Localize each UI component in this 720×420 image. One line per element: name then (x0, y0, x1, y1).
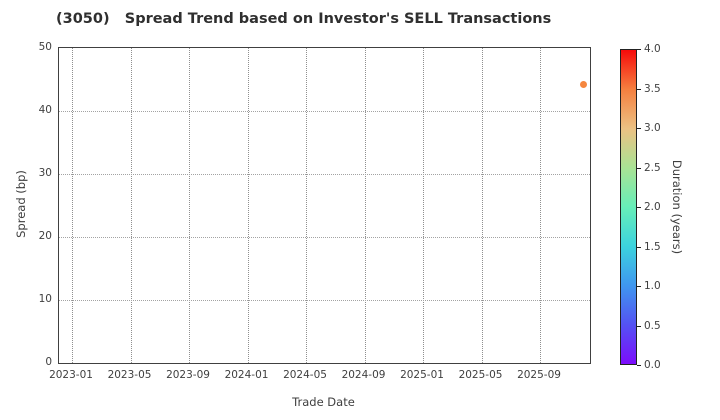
vertical-gridline (130, 48, 132, 363)
x-tick-label: 2023-05 (107, 369, 152, 381)
colorbar-tick-mark (637, 167, 641, 169)
x-tick-label: 2023-09 (166, 369, 210, 381)
x-tick-label: 2025-05 (458, 369, 503, 381)
y-tick-label: 0 (45, 356, 52, 368)
y-tick-label: 10 (38, 293, 52, 305)
colorbar-tick-mark (637, 207, 641, 208)
colorbar-label: Duration (years) (670, 159, 684, 255)
colorbar-tick-label: 1.5 (644, 240, 661, 253)
horizontal-gridline (59, 174, 590, 175)
colorbar-tick-label: 0.0 (644, 359, 661, 371)
vertical-gridline (247, 48, 249, 363)
colorbar-tick-mark (637, 365, 641, 366)
x-tick-label: 2024-09 (341, 369, 386, 381)
x-tick-label: 2025-09 (517, 369, 561, 381)
colorbar-tick-label: 0.5 (644, 319, 661, 332)
scatter-point (580, 81, 588, 89)
chart-title: (3050) Spread Trend based on Investor's … (56, 11, 552, 27)
x-tick-label: 2025-01 (400, 369, 444, 381)
y-tick-label: 20 (38, 230, 52, 242)
colorbar-tick-mark (637, 286, 641, 287)
colorbar-tick-label: 2.5 (644, 161, 661, 174)
colorbar-tick-label: 3.0 (644, 122, 661, 134)
y-tick-label: 30 (38, 167, 52, 179)
horizontal-gridline (59, 300, 590, 301)
colorbar-tick-mark (637, 128, 641, 129)
vertical-gridline (364, 48, 366, 363)
colorbar-tick-mark (637, 325, 641, 327)
colorbar-tick-label: 1.0 (644, 280, 661, 292)
x-tick-label: 2024-05 (283, 369, 327, 381)
colorbar-tick-label: 4.0 (644, 43, 661, 55)
vertical-gridline (423, 48, 424, 363)
colorbar-tick-mark (637, 246, 641, 248)
colorbar (620, 49, 637, 365)
vertical-gridline (72, 48, 73, 363)
vertical-gridline (306, 48, 307, 363)
x-tick-label: 2024-01 (224, 369, 269, 381)
colorbar-tick-label: 3.5 (644, 82, 661, 95)
x-axis-label: Trade Date (292, 395, 355, 409)
colorbar-tick-mark (637, 88, 641, 90)
vertical-gridline (481, 48, 483, 363)
vertical-gridline (540, 48, 541, 363)
colorbar-tick-mark (637, 49, 641, 50)
horizontal-gridline (59, 111, 590, 112)
y-axis-label: Spread (bp) (14, 170, 28, 238)
x-tick-label: 2023-01 (49, 369, 93, 381)
y-tick-label: 50 (38, 41, 52, 53)
y-tick-label: 40 (38, 104, 52, 116)
plot-area (58, 47, 591, 364)
horizontal-gridline (59, 237, 590, 238)
vertical-gridline (189, 48, 190, 363)
colorbar-tick-label: 2.0 (644, 201, 661, 213)
